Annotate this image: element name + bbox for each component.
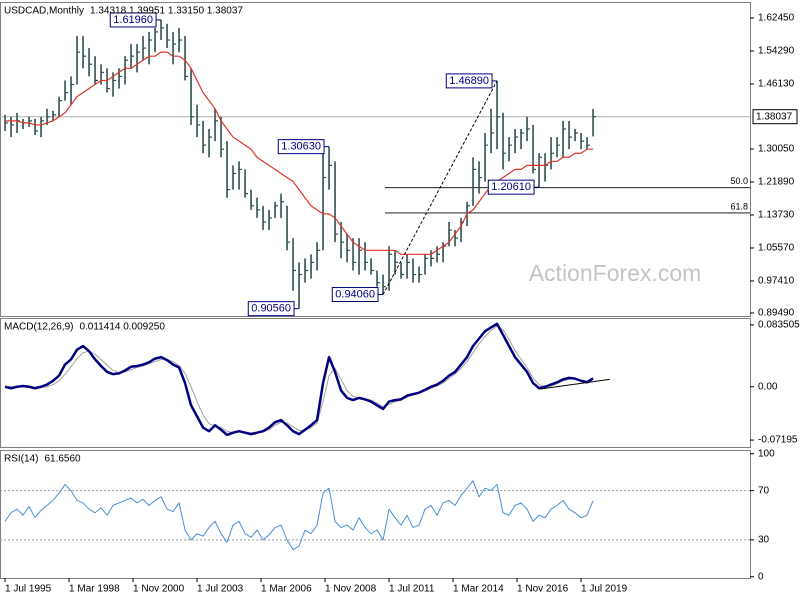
y-tick-label: 1.13730 — [758, 210, 795, 221]
y-tick-label: 1.21890 — [758, 177, 795, 188]
y-tick-label: -0.07195 — [758, 435, 798, 446]
trendline — [540, 378, 610, 390]
y-tick-label: 0.00 — [758, 381, 778, 392]
price-annotation: 0.94060 — [335, 288, 375, 300]
y-tick-label: 1.54290 — [758, 46, 795, 57]
x-tick-label: 1 Nov 2000 — [133, 584, 185, 595]
pane-frame — [0, 318, 751, 448]
y-tick-label: 0.89490 — [758, 308, 795, 319]
x-tick-label: 1 Nov 2016 — [517, 584, 569, 595]
last-price-box — [752, 109, 798, 125]
y-tick-label: 1.05570 — [758, 243, 795, 254]
y-tick-label: 0.97410 — [758, 276, 795, 287]
x-tick-label: 1 Nov 2008 — [325, 584, 377, 595]
pane-frame — [0, 2, 751, 317]
price-annotation: 1.61960 — [113, 14, 153, 26]
x-tick-label: 1 Jul 2011 — [389, 584, 435, 595]
x-tick-label: 1 Jul 1995 — [5, 584, 52, 595]
pane-title: USDCAD,Monthly — [4, 6, 84, 17]
pane-title: MACD(12,26,9) — [4, 322, 73, 333]
annotation-box — [247, 301, 295, 317]
fib-label: 50.0 — [730, 176, 748, 186]
last-price-label: 1.38037 — [756, 111, 793, 122]
price-annotation: 1.30630 — [281, 141, 321, 153]
y-tick-label: 30 — [758, 534, 770, 545]
x-tick-label: 1 Jul 2019 — [581, 584, 628, 595]
y-tick-label: 100 — [758, 448, 775, 459]
price-annotation: 1.46890 — [449, 75, 489, 87]
y-tick-label: 1.30050 — [758, 144, 795, 155]
pane-subtitle: 1.34318 1.39951 1.33150 1.38037 — [90, 6, 243, 17]
y-tick-label: 70 — [758, 485, 770, 496]
pane-subtitle: 0.011414 0.009250 — [79, 322, 165, 333]
trendline — [382, 80, 498, 295]
x-tick-label: 1 Mar 1998 — [69, 584, 120, 595]
x-tick-label: 1 Mar 2006 — [261, 584, 312, 595]
macd-line — [4, 322, 594, 437]
y-tick-label: 0.083505 — [758, 320, 800, 331]
y-tick-label: 1.62450 — [758, 13, 795, 24]
price-annotation: 0.90560 — [251, 303, 291, 315]
y-tick-label: 0 — [758, 571, 764, 582]
pane-title: RSI(14) — [4, 454, 38, 465]
watermark: ActionForex.com — [529, 260, 702, 286]
price-annotation: 1.20610 — [491, 181, 531, 193]
x-tick-label: 1 Jul 2003 — [197, 584, 244, 595]
x-tick-label: 1 Mar 2014 — [453, 584, 504, 595]
pane-frame — [0, 450, 751, 579]
y-tick-label: 1.46130 — [758, 79, 795, 90]
rsi-line — [4, 480, 594, 551]
fib-label: 61.8 — [730, 201, 748, 211]
pane-subtitle: 61.6560 — [44, 454, 81, 465]
signal-line — [5, 325, 594, 434]
